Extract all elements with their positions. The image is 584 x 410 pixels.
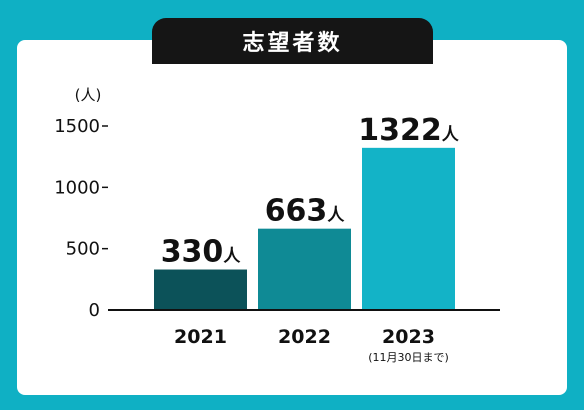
data-label-2022: 663人 [265, 194, 346, 229]
bar-2023 [362, 147, 455, 310]
y-tick-label: 1500 [54, 116, 100, 137]
x-category-label: 2023 [382, 326, 435, 348]
chart-title: 志望者数 [152, 18, 433, 64]
data-label-2021: 330人 [161, 235, 242, 270]
x-category-label: 2021 [174, 326, 227, 348]
bar-2022 [258, 228, 351, 310]
x-category-note: (11月30日まで) [368, 351, 449, 364]
y-tick-label: 500 [66, 239, 100, 260]
bar-2021 [154, 269, 247, 310]
chart-card [17, 40, 567, 395]
y-tick-label: 1000 [54, 177, 100, 198]
y-axis-unit-label: (人) [75, 86, 102, 104]
x-category-label: 2022 [278, 326, 331, 348]
y-tick-label: 0 [89, 300, 100, 321]
data-label-2023: 1322人 [358, 113, 460, 148]
